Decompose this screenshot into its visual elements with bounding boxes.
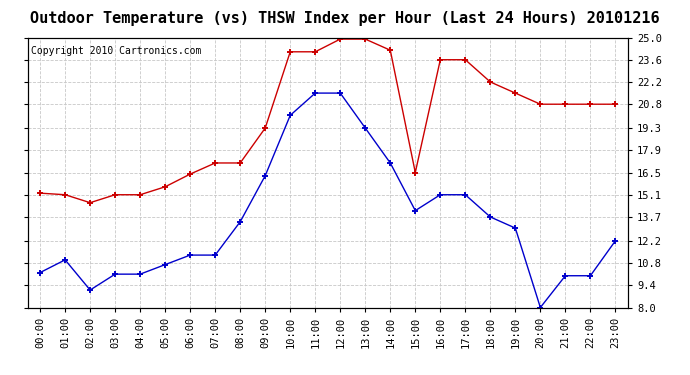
Text: Outdoor Temperature (vs) THSW Index per Hour (Last 24 Hours) 20101216: Outdoor Temperature (vs) THSW Index per … — [30, 11, 660, 26]
Text: Copyright 2010 Cartronics.com: Copyright 2010 Cartronics.com — [30, 46, 201, 56]
